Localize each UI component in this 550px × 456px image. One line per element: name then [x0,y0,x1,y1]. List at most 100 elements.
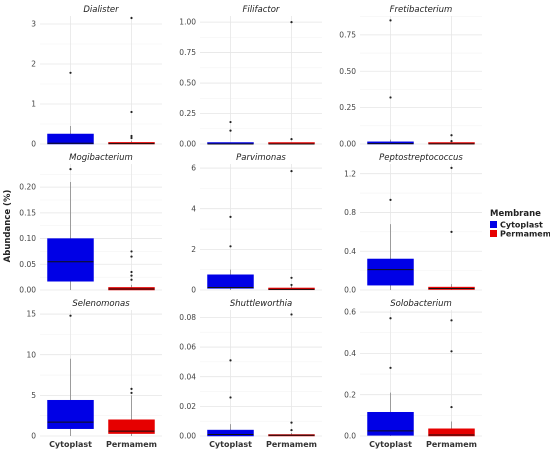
y-tick-label: 0.25 [179,109,196,118]
legend-swatch-permamem [490,230,497,237]
outlier-point [229,396,232,399]
outlier-point [130,136,133,140]
outlier-point [450,319,453,322]
facet-title: Filifactor [243,5,280,15]
y-tick-label: 0.25 [339,103,356,112]
y-tick-label: 0.08 [179,313,196,322]
outlier-point [130,250,133,253]
y-tick-label: 0 [191,286,196,295]
outlier-point [290,138,293,141]
outlier-point [290,313,293,316]
box-cytoplast [367,411,414,436]
y-tick-label: 10 [26,350,36,359]
y-tick-label: 6 [191,164,196,173]
box-cytoplast [367,258,414,286]
facet-title: Solobacterium [390,299,452,309]
y-tick-label: 0.05 [19,260,36,269]
outlier-point [450,139,453,143]
facet-title: Dialister [83,5,119,15]
outlier-point [389,198,392,201]
outlier-point [130,387,133,390]
y-tick-label: 0.2 [344,390,356,399]
y-tick-label: 0.02 [179,402,196,411]
y-tick-label: 0.4 [344,349,356,358]
outlier-point [450,405,453,409]
y-tick-label: 0.04 [179,372,196,381]
outlier-point [290,421,293,424]
outlier-point [130,270,133,274]
legend-label: Cytoplast [500,221,543,230]
outlier-point [130,278,133,281]
y-tick-label: 1.2 [344,169,356,178]
facet-title: Fretibacterium [390,5,453,15]
box-cytoplast [207,274,254,289]
y-tick-label: 5 [31,391,36,400]
legend-swatch-cytoplast [490,221,497,228]
box-cytoplast [207,429,254,437]
y-tick-label: 0.15 [19,208,36,217]
outlier-point [290,428,293,432]
outlier-point [290,283,293,287]
y-axis-title: Abundance (%) [3,190,13,263]
outlier-point [130,110,133,114]
x-tick-label: Permamem [426,440,477,449]
y-tick-label: 0.00 [19,286,36,295]
y-tick-label: 0.10 [19,234,36,243]
x-tick-label: Cytoplast [369,440,412,449]
outlier-point [450,134,453,137]
y-tick-label: 0.0 [344,286,356,295]
y-tick-label: 2 [191,245,196,254]
outlier-point [69,314,72,317]
y-tick-label: 0.00 [339,140,356,149]
box-cytoplast [47,238,94,282]
y-tick-label: 0.6 [344,308,356,317]
y-tick-label: 4 [191,204,196,213]
outlier-point [130,255,133,258]
y-tick-label: 0.06 [179,343,196,352]
outlier-point [389,19,392,22]
y-tick-label: 0.75 [179,48,196,57]
outlier-point [229,215,232,218]
outlier-point [130,16,133,20]
y-tick-label: 3 [31,20,36,29]
facet-title: Parvimonas [236,153,286,163]
outlier-point [389,317,392,320]
outlier-point [450,230,453,233]
outlier-point [229,120,232,124]
outlier-point [130,134,133,138]
outlier-point [229,245,232,248]
x-tick-label: Cytoplast [49,440,92,449]
y-tick-label: 0.0 [344,432,356,441]
y-tick-label: 0 [31,140,36,149]
facet-title: Selenomonas [72,299,130,309]
outlier-point [130,391,133,395]
x-tick-label: Permamem [106,440,157,449]
outlier-point [450,350,453,353]
outlier-point [69,71,72,74]
y-tick-label: 0.50 [339,67,356,76]
y-tick-label: 0.8 [344,208,356,217]
y-tick-label: 15 [26,310,36,319]
box-permamem [108,419,155,434]
box-permamem [428,428,475,437]
y-tick-label: 0 [31,432,36,441]
outlier-point [389,96,392,99]
y-tick-label: 0.00 [179,432,196,441]
outlier-point [290,170,293,173]
outlier-point [229,129,232,132]
y-tick-label: 0.00 [179,140,196,149]
box-cytoplast [47,133,94,145]
outlier-point [389,366,392,369]
y-tick-label: 0.50 [179,79,196,88]
y-tick-label: 0.4 [344,247,356,256]
outlier-point [290,276,293,279]
legend-label: Permamem [500,230,550,239]
outlier-point [69,168,72,171]
outlier-point [290,20,293,24]
outlier-point [130,274,133,277]
x-tick-label: Cytoplast [209,440,252,449]
y-tick-label: 0.75 [339,31,356,40]
outlier-point [450,166,453,169]
y-tick-label: 1.00 [179,18,196,27]
